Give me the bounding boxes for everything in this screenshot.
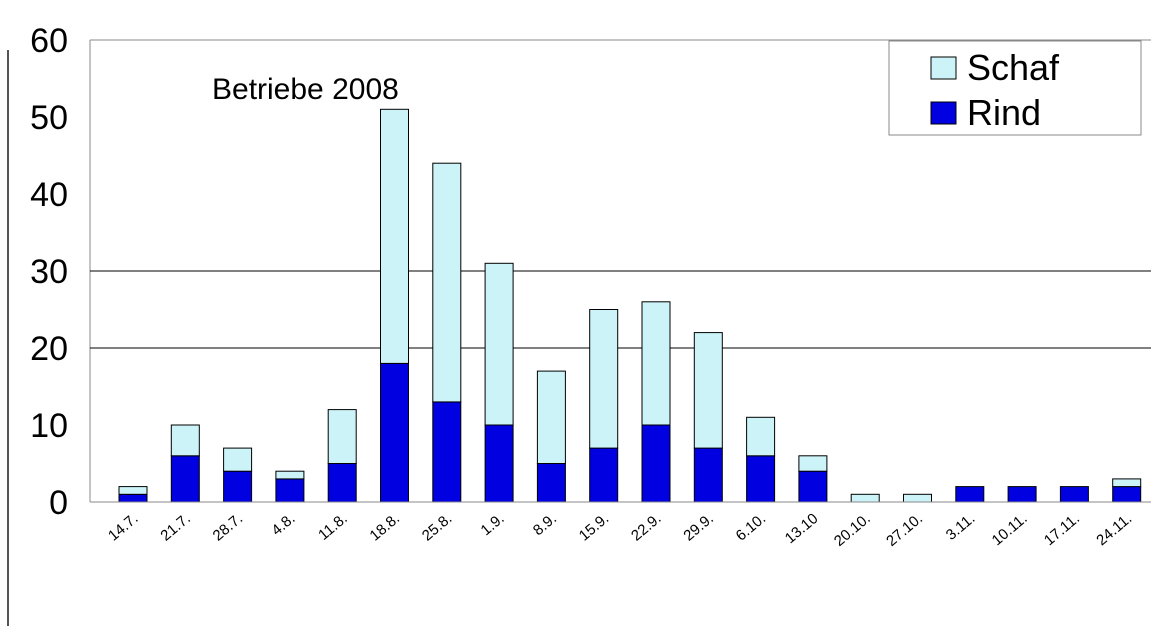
bar-rind (432, 401, 462, 503)
x-tick-label: 24.11. (1093, 510, 1135, 549)
y-tick-label: 10 (30, 407, 68, 445)
x-tick-label: 28.7. (210, 510, 246, 544)
bar-rind (223, 470, 253, 503)
bar-schaf (484, 262, 514, 426)
bar-rind (798, 470, 828, 503)
y-tick-label: 40 (30, 176, 68, 214)
bar-schaf (641, 301, 671, 426)
legend: Schaf Rind (888, 40, 1142, 136)
legend-swatch-schaf (930, 56, 957, 80)
x-tick-label: 18.8. (367, 510, 403, 544)
bar-schaf (432, 162, 462, 403)
bar-schaf (850, 493, 880, 503)
bar-rind (275, 478, 305, 503)
y-tick-label: 0 (49, 484, 68, 522)
x-tick-label: 20.10. (831, 510, 874, 550)
bar-rind (589, 447, 619, 503)
y-tick-label: 50 (30, 99, 68, 137)
bar-rind (170, 455, 200, 503)
bar-schaf (798, 455, 828, 472)
x-tick-label: 6.10. (733, 510, 769, 544)
x-tick-label: 22.9. (628, 510, 664, 544)
x-tick-label: 15.9. (576, 510, 612, 544)
bar-rind (955, 486, 985, 503)
bar-rind (327, 463, 357, 503)
chart-title: Betriebe 2008 (212, 73, 399, 106)
bar-rind (1059, 486, 1089, 503)
bar-rind (536, 463, 566, 503)
bar-schaf (746, 416, 776, 457)
bar-schaf (380, 108, 409, 364)
x-tick-label: 1.9. (478, 510, 508, 539)
bar-rind (380, 362, 409, 503)
bar-schaf (327, 409, 357, 465)
y-tick-label: 30 (30, 253, 68, 291)
x-tick-label: 4.8. (268, 510, 298, 539)
y-tick-label: 20 (30, 330, 68, 368)
legend-swatch-rind (930, 101, 957, 125)
x-tick-label: 21.7. (157, 510, 193, 544)
bar-schaf (589, 309, 619, 449)
bar-schaf (223, 447, 253, 472)
x-tick-label: 11.8. (315, 510, 351, 544)
x-tick-label: 13.10 (782, 510, 822, 547)
legend-label-rind: Rind (967, 92, 1041, 133)
bar-rind (1112, 486, 1142, 503)
bar-schaf (1112, 478, 1142, 488)
x-tick-label: 29.9. (680, 510, 716, 544)
x-tick-label: 8.9. (530, 510, 560, 539)
bar-rind (484, 424, 514, 503)
x-tick-label: 3.11. (943, 510, 979, 544)
y-tick-labels: 0 10 20 30 40 50 60 (30, 22, 68, 522)
bars (118, 108, 1142, 503)
x-tick-labels: 14.7. 21.7. 28.7. 4.8. 11.8. 18.8. 25.8. 1.9. 8.… (105, 510, 1135, 550)
bar-rind (1007, 486, 1037, 503)
x-tick-label: 17.11. (1041, 510, 1083, 549)
bar-schaf (170, 424, 200, 457)
bar-schaf (275, 470, 305, 480)
bar-rind (693, 447, 723, 503)
x-tick-label: 27.10. (883, 510, 926, 550)
bar-rind (746, 455, 776, 503)
y-tick-label: 60 (30, 22, 68, 60)
x-tick-label: 10.11. (989, 510, 1031, 549)
bar-rind (641, 424, 671, 503)
bar-schaf (903, 493, 932, 503)
x-tick-label: 25.8. (419, 510, 455, 544)
bar-schaf (118, 486, 148, 495)
gridlines (90, 270, 1151, 349)
bar-schaf (536, 370, 566, 465)
x-tick-label: 14.7. (105, 510, 141, 544)
bar-schaf (693, 332, 723, 449)
legend-label-schaf: Schaf (967, 47, 1060, 88)
bar-rind (118, 493, 148, 503)
